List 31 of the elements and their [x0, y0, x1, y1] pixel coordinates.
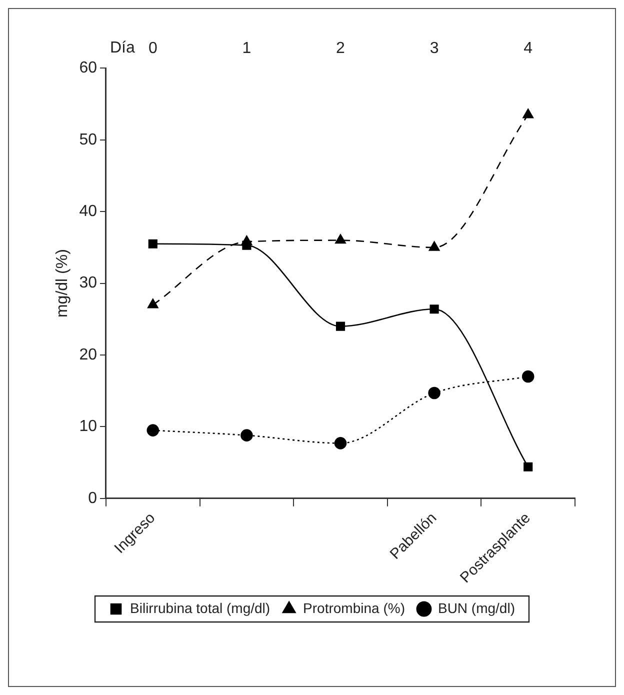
x2-tick-label: 2 — [336, 40, 346, 58]
x2-tick-label: 3 — [430, 40, 439, 58]
point — [335, 234, 346, 244]
point — [146, 424, 160, 436]
legend-label: Protrombina (%) — [303, 600, 405, 616]
legend-label: Bilirrubina total (mg/dl) — [130, 600, 270, 616]
y-tick-label: 0 — [88, 490, 98, 507]
y-axis-title: mg/dl (%) — [54, 249, 72, 318]
y-tick-label: 40 — [79, 203, 98, 220]
point — [524, 462, 533, 472]
point — [428, 241, 440, 251]
x2-axis-title: Día — [110, 39, 135, 56]
legend-label: BUN (mg/dl) — [438, 600, 515, 616]
point — [522, 370, 534, 383]
y-tick-label: 50 — [79, 131, 98, 148]
point — [148, 239, 158, 248]
point — [336, 322, 346, 331]
point — [334, 437, 347, 450]
y-tick-label: 10 — [79, 418, 98, 436]
y-tick-label: 60 — [79, 60, 98, 77]
x2-tick-label: 1 — [242, 40, 252, 58]
point — [430, 304, 439, 314]
point — [522, 108, 534, 118]
y-tick-label: 30 — [79, 274, 98, 292]
point — [147, 298, 158, 308]
x2-tick-label: 0 — [148, 40, 158, 58]
x2-tick-label: 4 — [524, 40, 533, 58]
y-tick-label: 20 — [79, 346, 98, 364]
point — [428, 386, 440, 400]
point — [240, 429, 253, 442]
point — [242, 240, 252, 250]
